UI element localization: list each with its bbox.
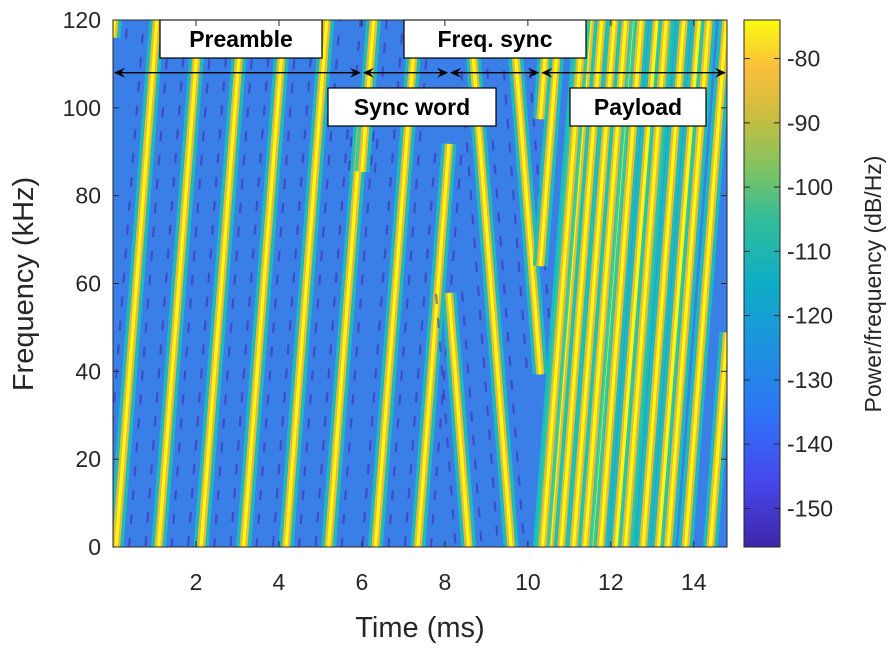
chirp-notch-0-1 xyxy=(124,20,129,39)
segment-label-1: Sync word xyxy=(354,94,470,120)
chirp-notch-2-1 xyxy=(170,20,214,547)
chirp-preamble-3 xyxy=(193,20,250,547)
y-tick-label: 0 xyxy=(88,534,101,560)
segment-label-box-3 xyxy=(569,87,707,127)
spectrogram-plot-area: Preamble Sync word Freq. sync Payload xyxy=(112,19,728,548)
x-axis-ticks: 2 4 6 8 10 12 14 xyxy=(190,20,707,595)
chirp-preamble-6 xyxy=(321,114,370,547)
chirp-notch-1-1 xyxy=(128,20,171,547)
y-axis-label: Frequency (kHz) xyxy=(8,177,40,391)
colorbar-tick-label: -130 xyxy=(787,367,833,393)
y-tick-label: 40 xyxy=(75,358,101,384)
x-tick-label: 12 xyxy=(598,569,624,595)
chirp-notch-0-0 xyxy=(347,20,362,171)
segment-label-box-2 xyxy=(403,19,587,59)
payload-chirp-2-0 xyxy=(532,20,556,120)
chirp-notch-2-0 xyxy=(144,20,188,547)
segment-label-box-1 xyxy=(327,87,497,127)
chirp-sync-word-2 xyxy=(410,143,457,547)
segment-label-2: Freq. sync xyxy=(437,26,552,52)
chirp-notch-4-0 xyxy=(229,20,273,547)
x-tick-label: 14 xyxy=(681,569,707,595)
segment-label-3: Payload xyxy=(594,94,682,120)
x-tick-label: 6 xyxy=(356,569,369,595)
downchirp-notch-2-1 xyxy=(498,20,529,376)
y-axis-ticks: 0 20 40 60 80 100 120 xyxy=(63,7,727,560)
chirp-notch-1-0 xyxy=(113,20,145,433)
colorbar-tick-label: -140 xyxy=(787,431,833,457)
colorbar-fill xyxy=(744,20,780,547)
chirp-preamble-1 xyxy=(113,20,165,547)
chirp-preamble-4 xyxy=(236,20,292,547)
x-tick-label: 2 xyxy=(190,569,203,595)
segment-label-0: Preamble xyxy=(189,26,293,52)
colorbar-tick-label: -120 xyxy=(787,303,833,329)
chirp-notch-0-1 xyxy=(373,20,388,173)
chirp-preamble-0 xyxy=(113,20,122,39)
downchirp-notch-1-0 xyxy=(482,20,526,547)
chirp-notch-3-0 xyxy=(186,20,230,547)
colorbar-frame xyxy=(743,19,781,548)
y-tick-label: 100 xyxy=(63,95,101,121)
colorbar-ticks: -80 -90 -100 -110 -120 -130 -140 -150 xyxy=(744,46,833,521)
x-axis-label: Time (ms) xyxy=(355,612,484,644)
chirp-notch-2-1 xyxy=(429,144,464,547)
payload-chirp-6-2 xyxy=(702,331,727,547)
chirp-notch-4-1 xyxy=(255,20,299,547)
chirp-preamble-5 xyxy=(278,20,335,547)
downchirp-notch-2-0 xyxy=(524,20,555,374)
downchirp-notch-0-0 xyxy=(460,291,483,547)
x-tick-label: 8 xyxy=(438,569,451,595)
y-tick-label: 20 xyxy=(75,446,101,472)
colorbar-tick-label: -150 xyxy=(787,495,833,521)
colorbar-tick-label: -110 xyxy=(787,238,831,264)
colorbar: -80 -90 -100 -110 -120 -130 -140 -150 Power/fre… xyxy=(743,19,886,548)
downchirp-notch-1-1 xyxy=(456,20,500,547)
x-tick-label: 4 xyxy=(273,569,286,595)
y-tick-label: 120 xyxy=(63,7,101,33)
chirp-notch-2-0 xyxy=(403,142,438,547)
chirp-sync-word-0 xyxy=(354,20,382,173)
chirp-layer xyxy=(113,20,727,547)
payload-chirp-5-2 xyxy=(678,20,727,547)
chirp-notch-3-1 xyxy=(212,20,256,547)
chirp-preamble-2 xyxy=(151,20,207,547)
colorbar-tick-label: -90 xyxy=(787,110,820,136)
segment-label-box-0 xyxy=(159,19,323,59)
colorbar-tick-label: -80 xyxy=(787,46,820,72)
downchirp-0 xyxy=(441,292,477,547)
downchirp-notch-0-1 xyxy=(434,293,457,547)
colorbar-tick-label: -100 xyxy=(787,174,833,200)
y-tick-label: 80 xyxy=(75,183,101,209)
colorbar-label: Power/frequency (dB/Hz) xyxy=(860,156,886,413)
x-tick-label: 10 xyxy=(515,569,541,595)
chirp-notch-5-0 xyxy=(271,20,315,547)
downchirp-2 xyxy=(505,20,548,375)
y-tick-label: 60 xyxy=(75,271,101,297)
chirp-notch-6-1 xyxy=(340,115,376,547)
chirp-notch-6-0 xyxy=(314,113,351,547)
segment-annotations: Preamble Sync word Freq. sync Payload xyxy=(114,19,726,127)
